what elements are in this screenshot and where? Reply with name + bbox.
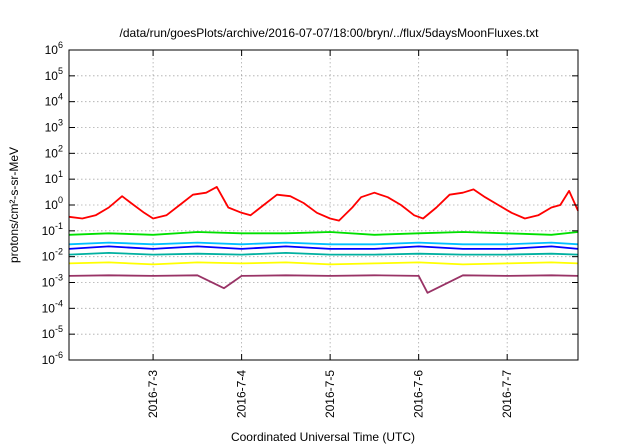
y-tick-label: 106 (45, 40, 63, 57)
x-tick-label: 2016-7-5 (323, 370, 337, 418)
series-line-4 (68, 245, 579, 250)
y-tick-label: 100 (45, 195, 63, 212)
series-line-3 (68, 241, 579, 246)
y-tick-label: 105 (45, 66, 63, 83)
series-line-7 (68, 274, 579, 294)
y-tick-label: 10-6 (42, 350, 63, 367)
series-line-2 (68, 231, 579, 236)
y-tick-label: 10-4 (42, 298, 63, 315)
y-tick-label: 103 (45, 118, 63, 135)
y-axis-ticks: 10-6 10-5 10-4 10-3 10-2 10-1 100 101 102 103 104 1… (42, 40, 578, 367)
y-tick-label: 10-2 (42, 247, 63, 264)
y-tick-label: 10-3 (42, 273, 63, 290)
y-tick-label: 102 (45, 143, 63, 160)
y-tick-label: 101 (45, 169, 63, 186)
y-axis-label: protons/cm²-s-sr-MeV (7, 147, 21, 263)
x-tick-label: 2016-7-7 (500, 370, 514, 418)
y-tick-label: 10-5 (42, 324, 63, 341)
chart-title: /data/run/goesPlots/archive/2016-07-07/1… (120, 26, 540, 40)
y-tick-label: 104 (45, 92, 63, 109)
x-axis-label: Coordinated Universal Time (UTC) (231, 430, 415, 444)
x-axis-ticks: 2016-7-3 2016-7-4 2016-7-5 2016-7-6 2016-7-7 (146, 50, 514, 418)
series-line-1 (68, 185, 579, 222)
x-tick-label: 2016-7-4 (235, 370, 249, 418)
x-tick-label: 2016-7-6 (412, 370, 426, 418)
series-line-6 (68, 261, 579, 266)
x-tick-label: 2016-7-3 (146, 370, 160, 418)
y-tick-label: 10-1 (42, 221, 63, 238)
series-lines (68, 185, 579, 294)
series-line-5 (68, 251, 579, 256)
grid (69, 50, 578, 360)
